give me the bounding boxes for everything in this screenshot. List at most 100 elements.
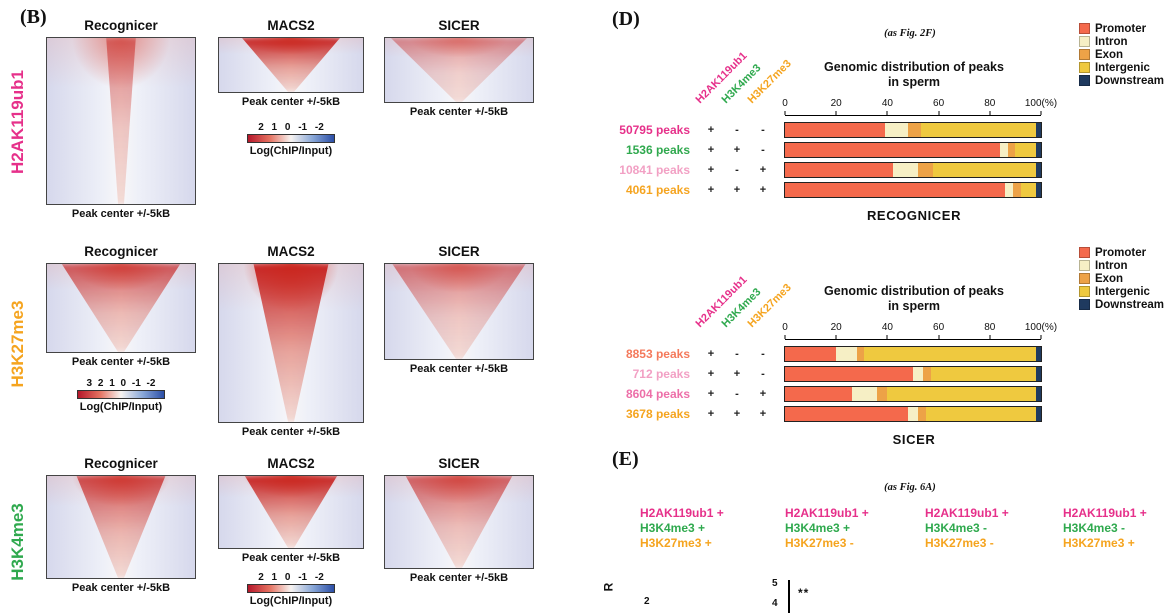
flag-cell: +	[707, 123, 715, 136]
condition-line: H3K27me3 -	[925, 536, 994, 550]
legend-item: Downstream	[1078, 74, 1164, 87]
axis-tick-mark	[938, 111, 940, 115]
condition-line: H3K27me3 +	[640, 536, 712, 550]
row-label: 10841 peaks	[619, 162, 690, 177]
figure-reference: (as Fig. 6A)	[884, 482, 936, 493]
panel-label-e: (E)	[612, 448, 639, 470]
stacked-bar	[784, 345, 1042, 362]
stacked-bar	[784, 121, 1042, 138]
bar-segment	[1035, 142, 1041, 157]
heatmap-cell: MACS2 Peak center +/-5kB	[218, 244, 364, 438]
stacked-bar	[784, 161, 1042, 178]
bar-segment	[851, 386, 878, 401]
heatmap-caption: Peak center +/-5kB	[71, 582, 171, 594]
bar-segment	[785, 162, 893, 177]
heatmap	[218, 475, 364, 549]
heatmap-caption: Peak center +/-5kB	[241, 96, 341, 108]
condition-line: H2AK119ub1 +	[640, 506, 724, 520]
flag-cell: +	[759, 183, 767, 196]
stacked-bar	[784, 365, 1042, 382]
chart-legend: Promoter Intron Exon Intergenic Downstream	[1078, 22, 1164, 87]
chart-legend: Promoter Intron Exon Intergenic Downstream	[1078, 246, 1164, 311]
legend-swatch	[1078, 36, 1090, 47]
chart-rows: 50795 peaks + - - 1536 peaks + + - 10841 peaks + -…	[602, 121, 1042, 202]
axis-tick-mark	[886, 111, 888, 115]
flag-cell: +	[733, 143, 741, 156]
heatmap	[46, 263, 196, 353]
condition-line: H3K27me3 +	[1063, 536, 1135, 550]
axis-tick-label: 100(%)	[1024, 98, 1058, 109]
axis-tick-label: 20	[830, 98, 842, 109]
bar-segment	[1007, 142, 1016, 157]
condition-group: H2AK119ub1 + H3K4me3 - H3K27me3 +	[1063, 506, 1166, 551]
chart-rows: 8853 peaks + - - 712 peaks + + - 8604 peaks + - +36…	[602, 345, 1042, 426]
bar-segment	[1012, 182, 1021, 197]
condition-line: H3K4me3 +	[785, 521, 851, 535]
bar-segment	[884, 122, 908, 137]
legend-label: Downstream	[1094, 298, 1164, 311]
row-label: 712 peaks	[632, 366, 690, 381]
y-axis-tick: 4	[772, 598, 778, 609]
bar-segment	[785, 142, 1001, 157]
axis-tick-label: 80	[984, 98, 996, 109]
heatmap	[384, 263, 534, 360]
axis-tick-label: 40	[881, 322, 893, 333]
row-flags: + + +	[698, 184, 776, 196]
legend-item: Exon	[1078, 48, 1164, 61]
legend-swatch	[1078, 260, 1090, 271]
chart-title-line2: in sperm	[887, 299, 941, 313]
stacked-bar	[784, 405, 1042, 422]
bar-segment	[877, 386, 888, 401]
colorbar-label: Log(ChIP/Input)	[249, 145, 333, 157]
caller-title: SICER	[438, 244, 480, 259]
heatmap-cell: SICER Peak center +/-5kB	[384, 18, 534, 118]
axis-tick-mark	[1040, 335, 1042, 339]
flag-cell: -	[761, 123, 765, 136]
axis-tick-mark	[784, 111, 786, 115]
histone-mark-label: H3K27me3	[8, 300, 27, 388]
chart-row: 8853 peaks + - -	[602, 345, 1042, 362]
condition-group: H2AK119ub1 + H3K4me3 + H3K27me3 +	[640, 506, 770, 551]
bar-segment	[930, 366, 1036, 381]
bar-segment	[933, 162, 1036, 177]
axis-tick-label: 60	[933, 322, 945, 333]
chart-sicer: Promoter Intron Exon Intergenic Downstream H…	[600, 232, 1166, 452]
chart-row: 10841 peaks + - +	[602, 161, 1042, 178]
legend-item: Intergenic	[1078, 285, 1164, 298]
colorbar: 2 1 0 -1 -2 Log(ChIP/Input)	[245, 572, 337, 607]
condition-line: H3K4me3 +	[640, 521, 706, 535]
colorbar-ticks: 2 1 0 -1 -2	[258, 572, 324, 583]
row-flags: + + +	[698, 408, 776, 420]
colorbar-gradient	[247, 134, 335, 143]
legend-swatch	[1078, 273, 1090, 284]
caller-title: MACS2	[267, 18, 315, 33]
heatmap-cell: MACS2 Peak center +/-5kB 2 1 0 -1 -2 Log…	[218, 18, 364, 157]
chart-row: 4061 peaks + + +	[602, 181, 1042, 198]
legend-label: Exon	[1094, 48, 1124, 61]
chart-recognicer: (as Fig. 2F) Promoter Intron Exon Intergeni…	[600, 8, 1166, 228]
row-flags: + - -	[698, 348, 776, 360]
bar-segment	[785, 346, 837, 361]
legend-item: Intron	[1078, 35, 1164, 48]
axis-tick-label: 100(%)	[1024, 322, 1058, 333]
row-flags: + - +	[698, 388, 776, 400]
chart-title-line1: Genomic distribution of peaks	[824, 284, 1004, 298]
bar-segment	[856, 346, 865, 361]
bar-segment	[1015, 142, 1036, 157]
heatmap-cell: SICER Peak center +/-5kB	[384, 456, 534, 584]
figure-reference: (as Fig. 2F)	[884, 28, 936, 39]
flag-cell: +	[759, 387, 767, 400]
bar-segment	[785, 386, 852, 401]
flag-cell: +	[707, 367, 715, 380]
legend-item: Intron	[1078, 259, 1164, 272]
legend-item: Intergenic	[1078, 61, 1164, 74]
flag-cell: +	[733, 407, 741, 420]
flag-cell: -	[735, 347, 739, 360]
stacked-bar	[784, 385, 1042, 402]
bar-segment	[918, 162, 934, 177]
axis-tick-label: 40	[881, 98, 893, 109]
legend-swatch	[1078, 286, 1090, 297]
legend-label: Intron	[1094, 35, 1128, 48]
bar-segment	[920, 122, 1036, 137]
condition-group: H2AK119ub1 + H3K4me3 + H3K27me3 -	[785, 506, 915, 551]
